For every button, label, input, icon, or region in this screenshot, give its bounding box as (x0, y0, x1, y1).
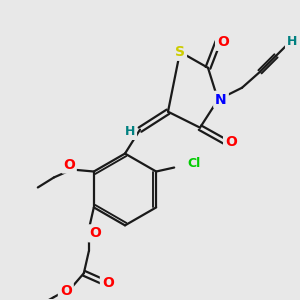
Text: O: O (60, 284, 72, 298)
Text: O: O (225, 135, 237, 148)
Text: O: O (102, 276, 114, 290)
Text: O: O (217, 35, 229, 49)
Text: S: S (175, 45, 185, 59)
Text: N: N (215, 93, 227, 107)
Text: O: O (89, 226, 101, 240)
Text: O: O (63, 158, 75, 172)
Text: Cl: Cl (188, 157, 201, 170)
Text: H: H (125, 125, 135, 138)
Text: H: H (287, 35, 297, 48)
